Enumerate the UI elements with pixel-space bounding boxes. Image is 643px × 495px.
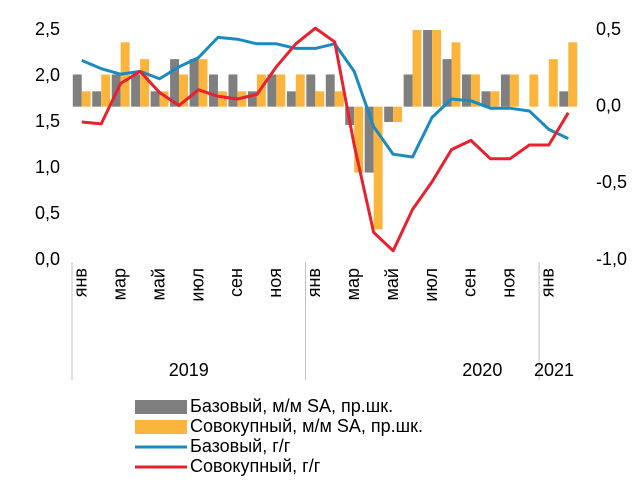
y-tick-label: 0,5 [35,203,60,223]
bar [384,106,394,122]
y2-tick-label: 0,5 [596,19,621,39]
x-tick-label: сен [226,268,246,297]
bar [509,74,519,107]
bar [500,74,510,107]
bar [423,30,433,107]
line [81,26,570,253]
bar [92,91,102,107]
bar [364,106,374,173]
bar [189,59,199,107]
x-tick-label: июл [421,268,441,302]
bar [140,59,150,107]
bar [412,30,422,107]
bar [568,42,578,107]
bar [276,74,286,107]
bar [159,91,169,107]
bar [490,91,500,107]
bar [286,91,296,107]
bar [373,106,383,230]
bar [548,59,558,107]
bar [72,74,82,107]
bar [306,74,316,107]
bar [451,42,461,107]
x-tick-label: ноя [265,268,285,298]
x-tick-label: мар [109,268,129,300]
legend-label: Совокупный, м/м SA, пр.шк. [190,416,423,436]
bar [267,74,277,107]
x-tick-label: янв [70,268,90,297]
bar [334,91,344,107]
bar [101,74,111,107]
x-tick-label: май [382,268,402,300]
y-tick-label: 0,0 [35,249,60,269]
y-tick-label: 2,0 [35,65,60,85]
bar [295,74,305,107]
bar [198,59,208,107]
bar [81,91,91,107]
year-label: 2019 [169,360,209,380]
x-tick-label: янв [304,268,324,297]
y-tick-label: 2,5 [35,19,60,39]
bar [462,74,471,107]
year-label: 2020 [462,360,502,380]
bar [529,74,539,107]
line [81,35,569,159]
legend-label: Базовый, м/м SA, пр.шк. [190,396,393,416]
bar [179,74,188,107]
x-tick-label: ноя [499,268,519,298]
bar [209,74,218,107]
bar [170,59,180,107]
bar [354,106,364,173]
bar [393,106,403,122]
legend-label: Базовый, г/г [190,436,291,456]
bar [315,91,325,107]
x-tick-label: июл [187,268,207,302]
x-tick-label: май [148,268,168,300]
bar [470,74,480,107]
x-tick-label: сен [460,268,480,297]
legend-swatch [135,400,187,414]
bar [481,91,491,107]
bar [442,59,452,107]
bar [217,91,227,107]
bar [559,91,569,107]
y2-tick-label: 0,0 [596,95,621,115]
legend-swatch [135,420,187,434]
y-tick-label: 1,5 [35,111,60,131]
y-tick-label: 1,0 [35,157,60,177]
bar [247,91,257,107]
bar [131,74,141,107]
bar [150,91,160,107]
x-tick-label: мар [343,268,363,300]
bar [403,74,413,107]
bar [228,74,238,107]
year-label: 2021 [534,360,574,380]
x-tick-label: янв [538,268,558,297]
y2-tick-label: -0,5 [596,172,627,192]
legend-label: Совокупный, г/г [190,456,321,476]
bar [325,74,335,107]
y2-tick-label: -1,0 [596,249,627,269]
bar [432,30,441,107]
